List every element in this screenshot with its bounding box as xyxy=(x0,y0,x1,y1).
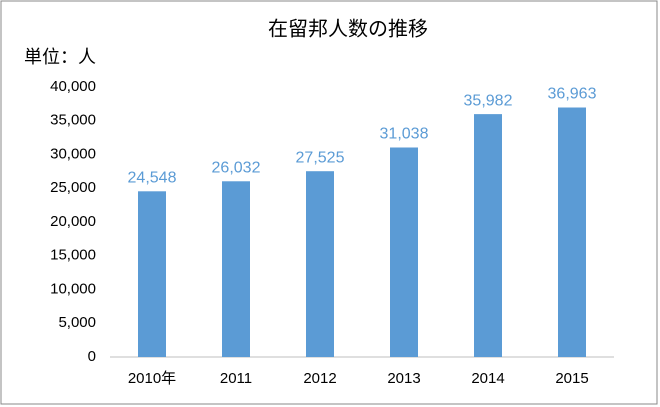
value-label: 24,548 xyxy=(128,170,177,187)
x-tick-label: 2015 xyxy=(555,370,588,387)
y-tick-label: 10,000 xyxy=(50,280,96,297)
y-tick-label: 40,000 xyxy=(50,78,96,95)
bar xyxy=(390,147,418,357)
y-tick-label: 30,000 xyxy=(50,145,96,162)
y-tick-label: 25,000 xyxy=(50,179,96,196)
value-label: 35,982 xyxy=(464,92,513,109)
y-tick-label: 20,000 xyxy=(50,213,96,230)
chart-title: 在留邦人数の推移 xyxy=(268,17,428,40)
x-tick-label: 2010年 xyxy=(128,370,176,387)
value-label: 27,525 xyxy=(296,149,345,166)
y-tick-label: 5,000 xyxy=(58,314,96,331)
x-tick-label: 2012 xyxy=(303,370,336,387)
value-label: 31,038 xyxy=(380,126,429,143)
bar xyxy=(474,114,502,358)
bar xyxy=(306,171,334,357)
value-label: 36,963 xyxy=(548,86,597,103)
y-axis-label: 単位：人 xyxy=(24,47,96,67)
bar xyxy=(222,181,250,357)
x-tick-label: 2013 xyxy=(387,370,420,387)
bar xyxy=(138,191,166,357)
bar xyxy=(558,107,586,357)
value-label: 26,032 xyxy=(212,160,261,177)
y-tick-label: 15,000 xyxy=(50,247,96,264)
x-tick-label: 2011 xyxy=(220,370,252,387)
y-tick-label: 35,000 xyxy=(50,112,96,129)
x-tick-label: 2014 xyxy=(471,370,504,387)
y-tick-label: 0 xyxy=(88,348,96,365)
